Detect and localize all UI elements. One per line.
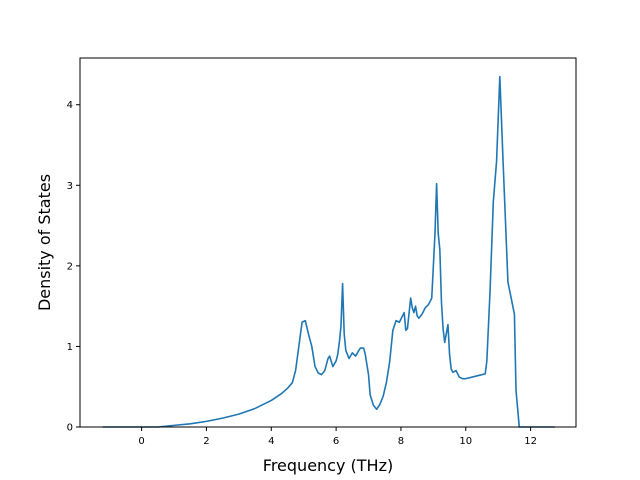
- y-tick-label: 1: [67, 342, 73, 353]
- x-tick-label: 10: [459, 436, 472, 447]
- y-tick-label: 2: [67, 261, 73, 272]
- y-tick-label: 3: [67, 181, 73, 192]
- x-tick-label: 6: [333, 436, 339, 447]
- y-tick-label: 0: [67, 423, 73, 434]
- x-tick-label: 12: [524, 436, 537, 447]
- x-tick-label: 8: [398, 436, 404, 447]
- x-axis-label: Frequency (THz): [263, 456, 393, 475]
- x-tick-label: 4: [268, 436, 274, 447]
- y-tick-label: 4: [67, 100, 73, 111]
- x-tick-label: 2: [203, 436, 209, 447]
- plot-layer: [102, 75, 555, 428]
- y-axis-label: Density of States: [35, 174, 54, 311]
- y-axis-ticks: 0 1 2 3 4: [67, 100, 80, 434]
- x-axis-ticks: 0 2 4 6 8 10 12: [138, 427, 537, 447]
- dos-series-line-0: [102, 75, 555, 428]
- x-tick-label: 0: [138, 436, 144, 447]
- axes-frame: [79, 57, 577, 428]
